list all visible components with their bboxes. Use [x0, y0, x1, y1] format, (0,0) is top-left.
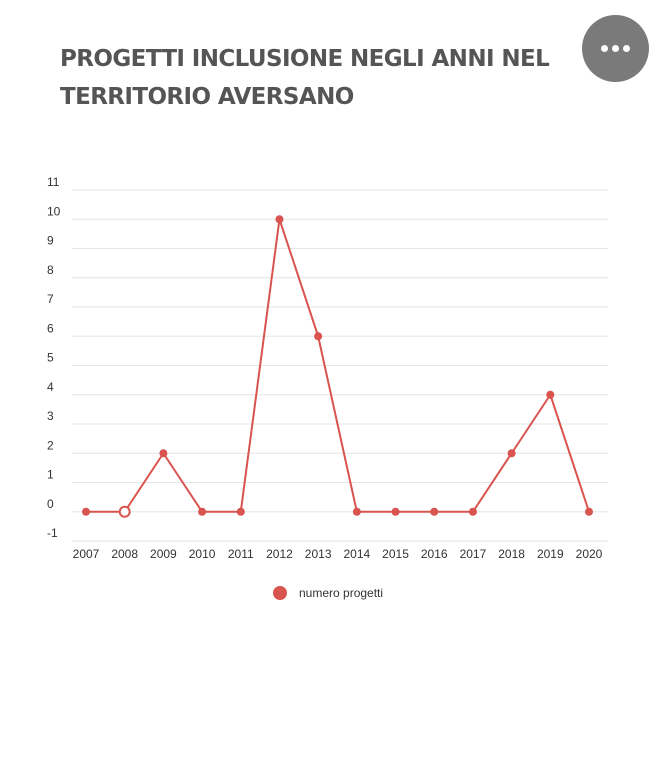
y-tick-label: 10 [47, 204, 61, 218]
x-tick-label: 2009 [150, 547, 177, 561]
y-tick-label: 6 [47, 321, 54, 335]
data-point[interactable] [468, 507, 477, 516]
series-numero-progetti [82, 215, 593, 518]
y-tick-label: 11 [47, 175, 60, 189]
x-tick-label: 2012 [266, 547, 293, 561]
x-tick-label: 2011 [228, 547, 254, 561]
x-tick-label: 2018 [498, 547, 525, 561]
y-tick-label: 4 [47, 380, 54, 394]
y-tick-label: 3 [47, 409, 54, 423]
x-tick-label: 2013 [305, 547, 332, 561]
x-tick-label: 2015 [382, 547, 409, 561]
y-tick-label: 0 [47, 497, 54, 511]
data-point[interactable] [430, 507, 439, 516]
page-title: PROGETTI INCLUSIONE NEGLI ANNI NEL TERRI… [60, 46, 550, 110]
y-tick-label: -1 [47, 526, 58, 540]
y-tick-label: 1 [47, 468, 54, 482]
legend-label[interactable]: numero progetti [299, 586, 383, 600]
y-tick-label: 9 [47, 234, 54, 248]
legend[interactable]: numero progetti [273, 586, 383, 600]
more-horizontal-icon [601, 45, 608, 52]
y-tick-label: 8 [47, 263, 54, 277]
x-tick-label: 2008 [111, 547, 138, 561]
x-tick-label: 2017 [460, 547, 487, 561]
x-axis-ticks: 2007 2008 2009 2010 2011 2012 2013 2014 2015 2016… [73, 547, 603, 561]
data-point[interactable] [314, 332, 323, 341]
data-point[interactable] [118, 505, 131, 518]
data-point[interactable] [585, 507, 593, 516]
gridlines [72, 189, 608, 542]
more-horizontal-icon-dot [612, 45, 619, 52]
data-point[interactable] [236, 507, 245, 516]
x-tick-label: 2016 [421, 547, 448, 561]
data-point[interactable] [507, 449, 516, 458]
data-point[interactable] [82, 507, 90, 516]
y-tick-label: 5 [47, 351, 54, 365]
more-options-button[interactable] [582, 15, 649, 82]
data-point[interactable] [546, 390, 555, 399]
x-tick-label: 2019 [537, 547, 564, 561]
x-tick-label: 2010 [189, 547, 216, 561]
data-point[interactable] [159, 449, 168, 458]
data-point[interactable] [391, 507, 400, 516]
x-tick-label: 2007 [73, 547, 100, 561]
y-tick-label: 7 [47, 292, 54, 306]
legend-marker [273, 586, 287, 600]
data-point[interactable] [352, 507, 361, 516]
series-line [86, 218, 590, 513]
x-tick-label: 2020 [576, 547, 603, 561]
data-point[interactable] [275, 215, 284, 224]
data-point[interactable] [198, 507, 207, 516]
more-horizontal-icon-dot [623, 45, 630, 52]
y-tick-label: 2 [47, 438, 54, 452]
x-tick-label: 2014 [343, 547, 370, 561]
